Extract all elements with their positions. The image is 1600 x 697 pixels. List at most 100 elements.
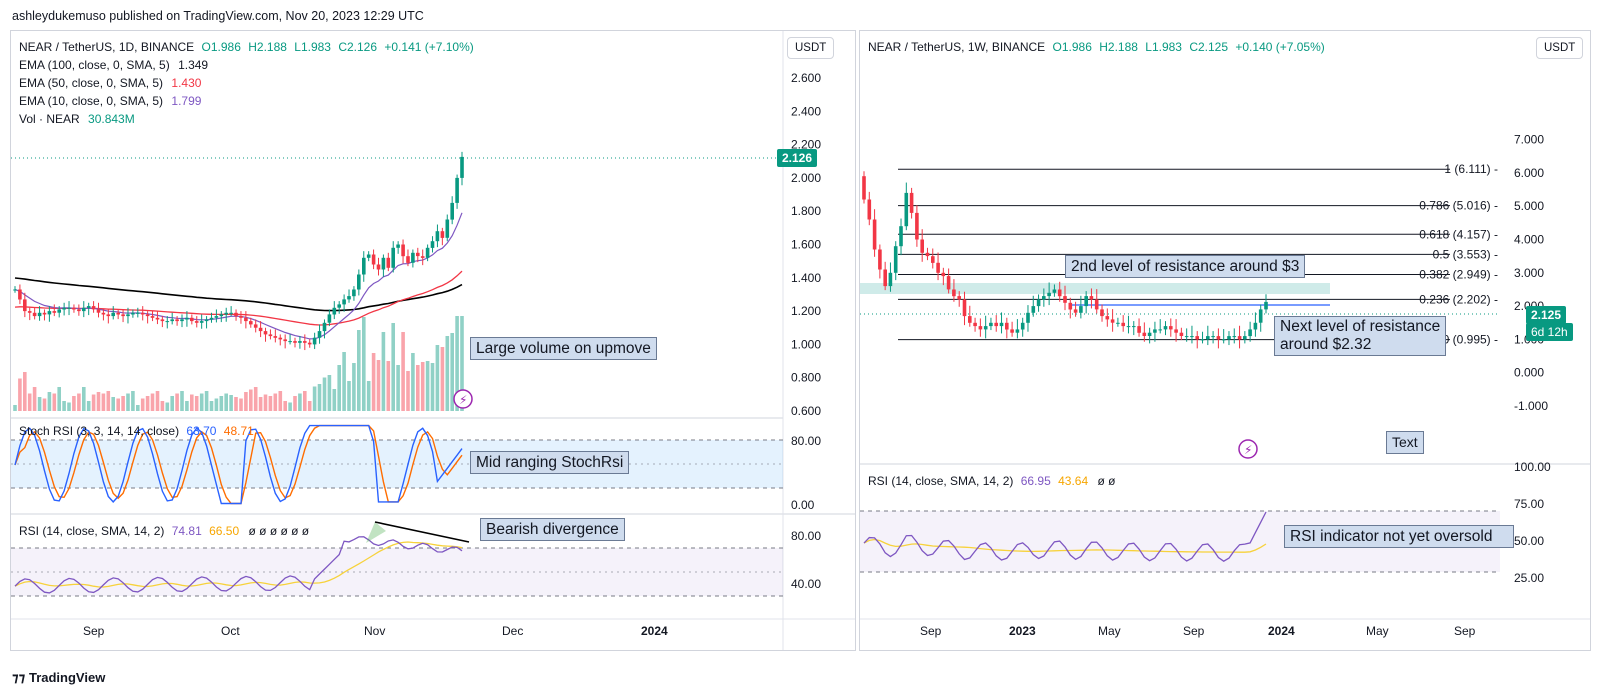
candle-body (401, 244, 405, 257)
candle-body (352, 289, 356, 297)
candle-body (253, 324, 258, 328)
currency-button[interactable]: USDT (1536, 37, 1584, 59)
rsi-value: 74.81 (171, 524, 202, 538)
volume-bar (406, 371, 410, 411)
candle-body (293, 341, 297, 343)
stoch-label: Stoch RSI (3, 3, 14, 14, close) (19, 424, 180, 438)
chart-panel-daily[interactable]: 2.600 2.400 2.200 2.000 1.800 1.600 1.400 1.200… (10, 30, 856, 651)
fib-level-label: 0.382 (2.949) - (1419, 267, 1498, 281)
ohlc-change: +0.141 (+7.10%) (384, 40, 474, 54)
candle-body (1036, 299, 1041, 307)
candle-body (258, 327, 263, 332)
candle-body (23, 299, 27, 312)
annotation-rsi[interactable]: RSI indicator not yet oversold (1284, 525, 1514, 548)
chart-panel-weekly[interactable]: 1 (6.111) - 0.786 (5.016) - 0.618 (4.157) … (859, 30, 1591, 651)
volume-bar (411, 353, 415, 411)
volume-bar (425, 361, 430, 411)
volume-bar (96, 392, 101, 411)
candle-body (42, 312, 47, 315)
volume-bar (391, 323, 395, 411)
candle-body (1015, 329, 1020, 333)
time-axis-tick: 2024 (641, 624, 668, 638)
fib-level-label: 0.786 (5.016) - (1419, 199, 1498, 213)
divergence-trendline (374, 521, 470, 543)
candle-body (957, 296, 961, 300)
candle-body (77, 309, 81, 312)
volume-bar (155, 391, 160, 411)
time-axis-tick: 2024 (1268, 624, 1295, 638)
candle-body (1020, 322, 1025, 330)
price-axis-tick: 2.000 (791, 171, 821, 185)
volume-bar (136, 405, 140, 411)
weekly-chart-svg[interactable]: 1 (6.111) - 0.786 (5.016) - 0.618 (4.157) … (860, 31, 1590, 650)
daily-chart-svg[interactable]: 2.600 2.400 2.200 2.000 1.800 1.600 1.400 1.200… (11, 31, 855, 650)
volume-bar (303, 391, 307, 411)
candle-body (106, 314, 111, 317)
annotation-second-resistance[interactable]: 2nd level of resistance around $3 (1065, 255, 1306, 278)
candle-body (1179, 332, 1184, 336)
volume-bar (111, 397, 115, 411)
stoch-axis-tick: 80.00 (791, 434, 821, 448)
stoch-d-value: 48.71 (223, 424, 254, 438)
price-axis-tick: 1.000 (791, 337, 821, 351)
rsi-line (14, 536, 463, 594)
volume-bar (214, 398, 219, 411)
rsi-line (863, 511, 1267, 562)
volume-bar (450, 333, 454, 411)
price-axis-tick: 0.600 (791, 404, 821, 418)
annotation-stochrsi[interactable]: Mid ranging StochRsi (470, 451, 630, 474)
annotation-text[interactable]: Text (1386, 431, 1424, 454)
candle-body (303, 341, 307, 343)
stoch-k-line (14, 424, 463, 505)
candle-body (1163, 326, 1168, 330)
candle-body (244, 317, 248, 322)
candle-body (1089, 296, 1094, 300)
time-axis-tick: Sep (1183, 624, 1205, 638)
volume-bar (253, 387, 258, 411)
annotation-next-resistance[interactable]: Next level of resistance around $2.32 (1274, 316, 1447, 356)
ema100-value: 1.349 (178, 58, 209, 72)
candle-body (1169, 326, 1173, 330)
lightning-icon-glyph: ⚡ (459, 393, 467, 407)
ema10-value: 1.799 (171, 94, 202, 108)
price-axis-tick: 5.000 (1514, 199, 1544, 213)
candle-body (989, 322, 993, 327)
ohlc-high: H2.188 (1099, 40, 1138, 54)
candle-body (936, 262, 940, 273)
candle-body (1248, 329, 1252, 337)
annotation-volume[interactable]: Large volume on upmove (470, 337, 657, 360)
tradingview-logo[interactable]: ⁊⁊ TradingView (12, 670, 105, 686)
candle-body (867, 199, 872, 220)
candle-body (126, 314, 130, 317)
candle-body (386, 257, 391, 268)
annotation-divergence[interactable]: Bearish divergence (480, 518, 625, 541)
candle-body (983, 326, 988, 330)
volume-bar (337, 365, 341, 411)
candle-body (131, 312, 135, 315)
candle-body (327, 314, 332, 323)
volume-bar (42, 398, 47, 411)
volume-bar (249, 389, 253, 411)
volume-bar (357, 330, 361, 411)
annotation-next-resistance-line2: around $2.32 (1280, 336, 1372, 353)
lightning-icon (453, 389, 473, 409)
candle-body (1147, 332, 1152, 336)
volume-bar (420, 362, 425, 411)
volume-bar (106, 391, 111, 411)
volume-bar (224, 393, 228, 411)
volume-bar (244, 392, 248, 411)
volume-bar (185, 401, 189, 411)
price-axis: 7.0006.0005.0004.0003.0002.0001.0000.000… (1514, 133, 1548, 413)
candle-body (67, 307, 71, 309)
candle-body (91, 306, 96, 310)
candle-body (952, 289, 956, 297)
candle-body (416, 252, 420, 257)
candle-body (1142, 332, 1147, 336)
price-axis: 2.600 2.400 2.200 2.000 1.800 1.600 1.400 1.200… (791, 71, 821, 418)
currency-button[interactable]: USDT (787, 37, 835, 59)
volume-bar (263, 394, 268, 411)
candle-body (1057, 289, 1062, 297)
candle-body (1158, 329, 1162, 331)
weekly-candles (862, 171, 1268, 349)
candle-body (1227, 336, 1231, 340)
